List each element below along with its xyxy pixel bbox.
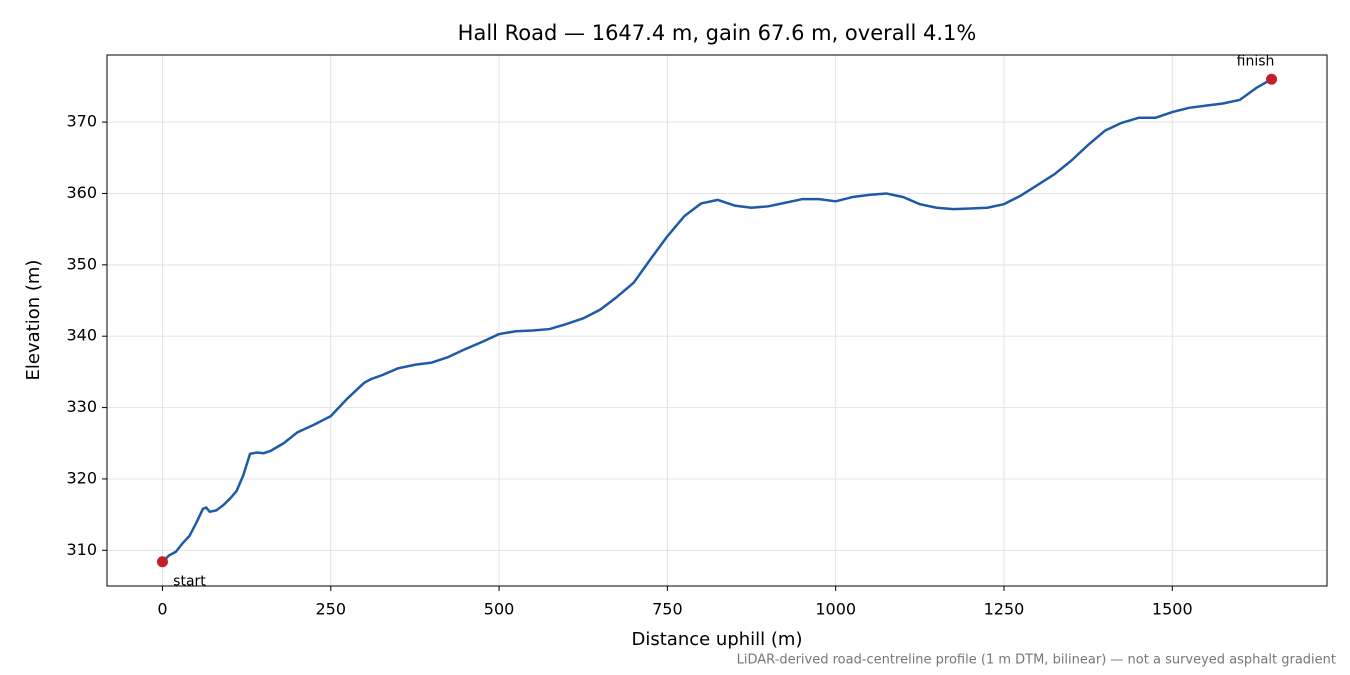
x-tick-label: 1500 bbox=[1152, 600, 1193, 619]
y-axis-label: Elevation (m) bbox=[23, 260, 44, 381]
y-tick-label: 340 bbox=[66, 326, 97, 345]
plot-frame bbox=[106, 54, 1328, 587]
chart-title: Hall Road — 1647.4 m, gain 67.6 m, overa… bbox=[458, 21, 977, 45]
x-tick-label: 500 bbox=[484, 600, 515, 619]
x-tick-label: 1000 bbox=[815, 600, 856, 619]
y-tick-label: 320 bbox=[66, 468, 97, 487]
annotation: finish bbox=[1237, 53, 1275, 69]
x-tick-label: 250 bbox=[316, 600, 347, 619]
x-tick-label: 0 bbox=[157, 600, 167, 619]
annotation: start bbox=[173, 574, 206, 590]
endpoint-marker bbox=[156, 556, 168, 568]
y-tick-label: 360 bbox=[66, 183, 97, 202]
endpoint-marker bbox=[1266, 73, 1278, 85]
x-tick-label: 1250 bbox=[984, 600, 1025, 619]
y-tick-label: 330 bbox=[66, 397, 97, 416]
x-tick-label: 750 bbox=[652, 600, 683, 619]
y-tick-label: 310 bbox=[66, 540, 97, 559]
footnote: LiDAR-derived road-centreline profile (1… bbox=[737, 653, 1336, 668]
elevation-line bbox=[161, 78, 1273, 563]
x-axis-label: Distance uphill (m) bbox=[632, 629, 803, 650]
y-tick-label: 350 bbox=[66, 254, 97, 273]
y-tick-label: 370 bbox=[66, 112, 97, 131]
